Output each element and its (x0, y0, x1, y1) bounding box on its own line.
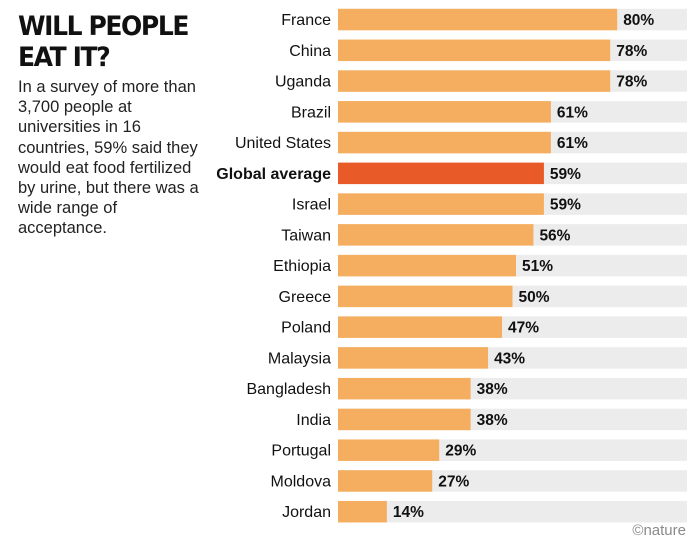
category-label-jordan: Jordan (282, 504, 331, 521)
value-label-brazil: 61% (557, 104, 588, 121)
category-label-bangladesh: Bangladesh (246, 381, 331, 398)
value-label-ethiopia: 51% (522, 258, 553, 275)
value-label-uganda: 78% (616, 74, 647, 91)
category-label-global-average: Global average (216, 166, 331, 183)
value-label-jordan: 14% (393, 504, 424, 521)
category-label-ethiopia: Ethiopia (273, 258, 331, 275)
category-label-greece: Greece (279, 289, 332, 306)
bar-bangladesh (338, 377, 471, 400)
category-label-poland: Poland (281, 320, 331, 337)
bar-global-average (338, 162, 544, 185)
category-label-moldova: Moldova (271, 473, 332, 490)
category-label-portugal: Portugal (271, 443, 331, 460)
bar-portugal (338, 439, 440, 461)
chart-subtitle: In a survey of more than 3,700 people at… (18, 78, 199, 238)
bar-track-jordan (338, 500, 687, 523)
value-label-moldova: 27% (438, 473, 469, 490)
bar-malaysia (338, 347, 489, 369)
value-label-united-states: 61% (557, 135, 588, 152)
category-label-china: China (289, 43, 331, 60)
category-label-israel: Israel (292, 197, 331, 214)
value-label-malaysia: 43% (494, 350, 525, 367)
category-label-brazil: Brazil (291, 104, 331, 121)
bar-taiwan (338, 224, 534, 246)
value-label-india: 38% (477, 412, 508, 429)
value-label-israel: 59% (550, 197, 581, 214)
bar-france (338, 8, 618, 31)
bar-united-states (338, 131, 551, 154)
value-label-poland: 47% (508, 320, 539, 337)
bar-india (338, 408, 471, 431)
value-label-global-average: 59% (550, 166, 581, 183)
bar-israel (338, 193, 544, 215)
value-label-china: 78% (616, 43, 647, 60)
bar-ethiopia (338, 254, 516, 277)
category-label-taiwan: Taiwan (281, 227, 331, 244)
value-label-bangladesh: 38% (477, 381, 508, 398)
value-label-portugal: 29% (445, 443, 476, 460)
category-label-uganda: Uganda (275, 74, 331, 91)
value-label-france: 80% (623, 12, 654, 29)
value-label-taiwan: 56% (539, 227, 570, 244)
bar-jordan (338, 500, 387, 523)
value-label-greece: 50% (519, 289, 550, 306)
bar-uganda (338, 70, 611, 92)
bar-greece (338, 285, 513, 308)
category-label-united-states: United States (235, 135, 331, 152)
nature-credit: ©nature (632, 522, 686, 539)
bar-moldova (338, 470, 433, 492)
category-label-india: India (296, 412, 331, 429)
chart-title: WILL PEOPLE EAT IT? (18, 10, 189, 73)
category-label-france: France (281, 12, 331, 29)
bar-china (338, 39, 611, 62)
category-label-malaysia: Malaysia (268, 350, 331, 367)
bar-poland (338, 316, 503, 338)
bar-brazil (338, 101, 551, 123)
